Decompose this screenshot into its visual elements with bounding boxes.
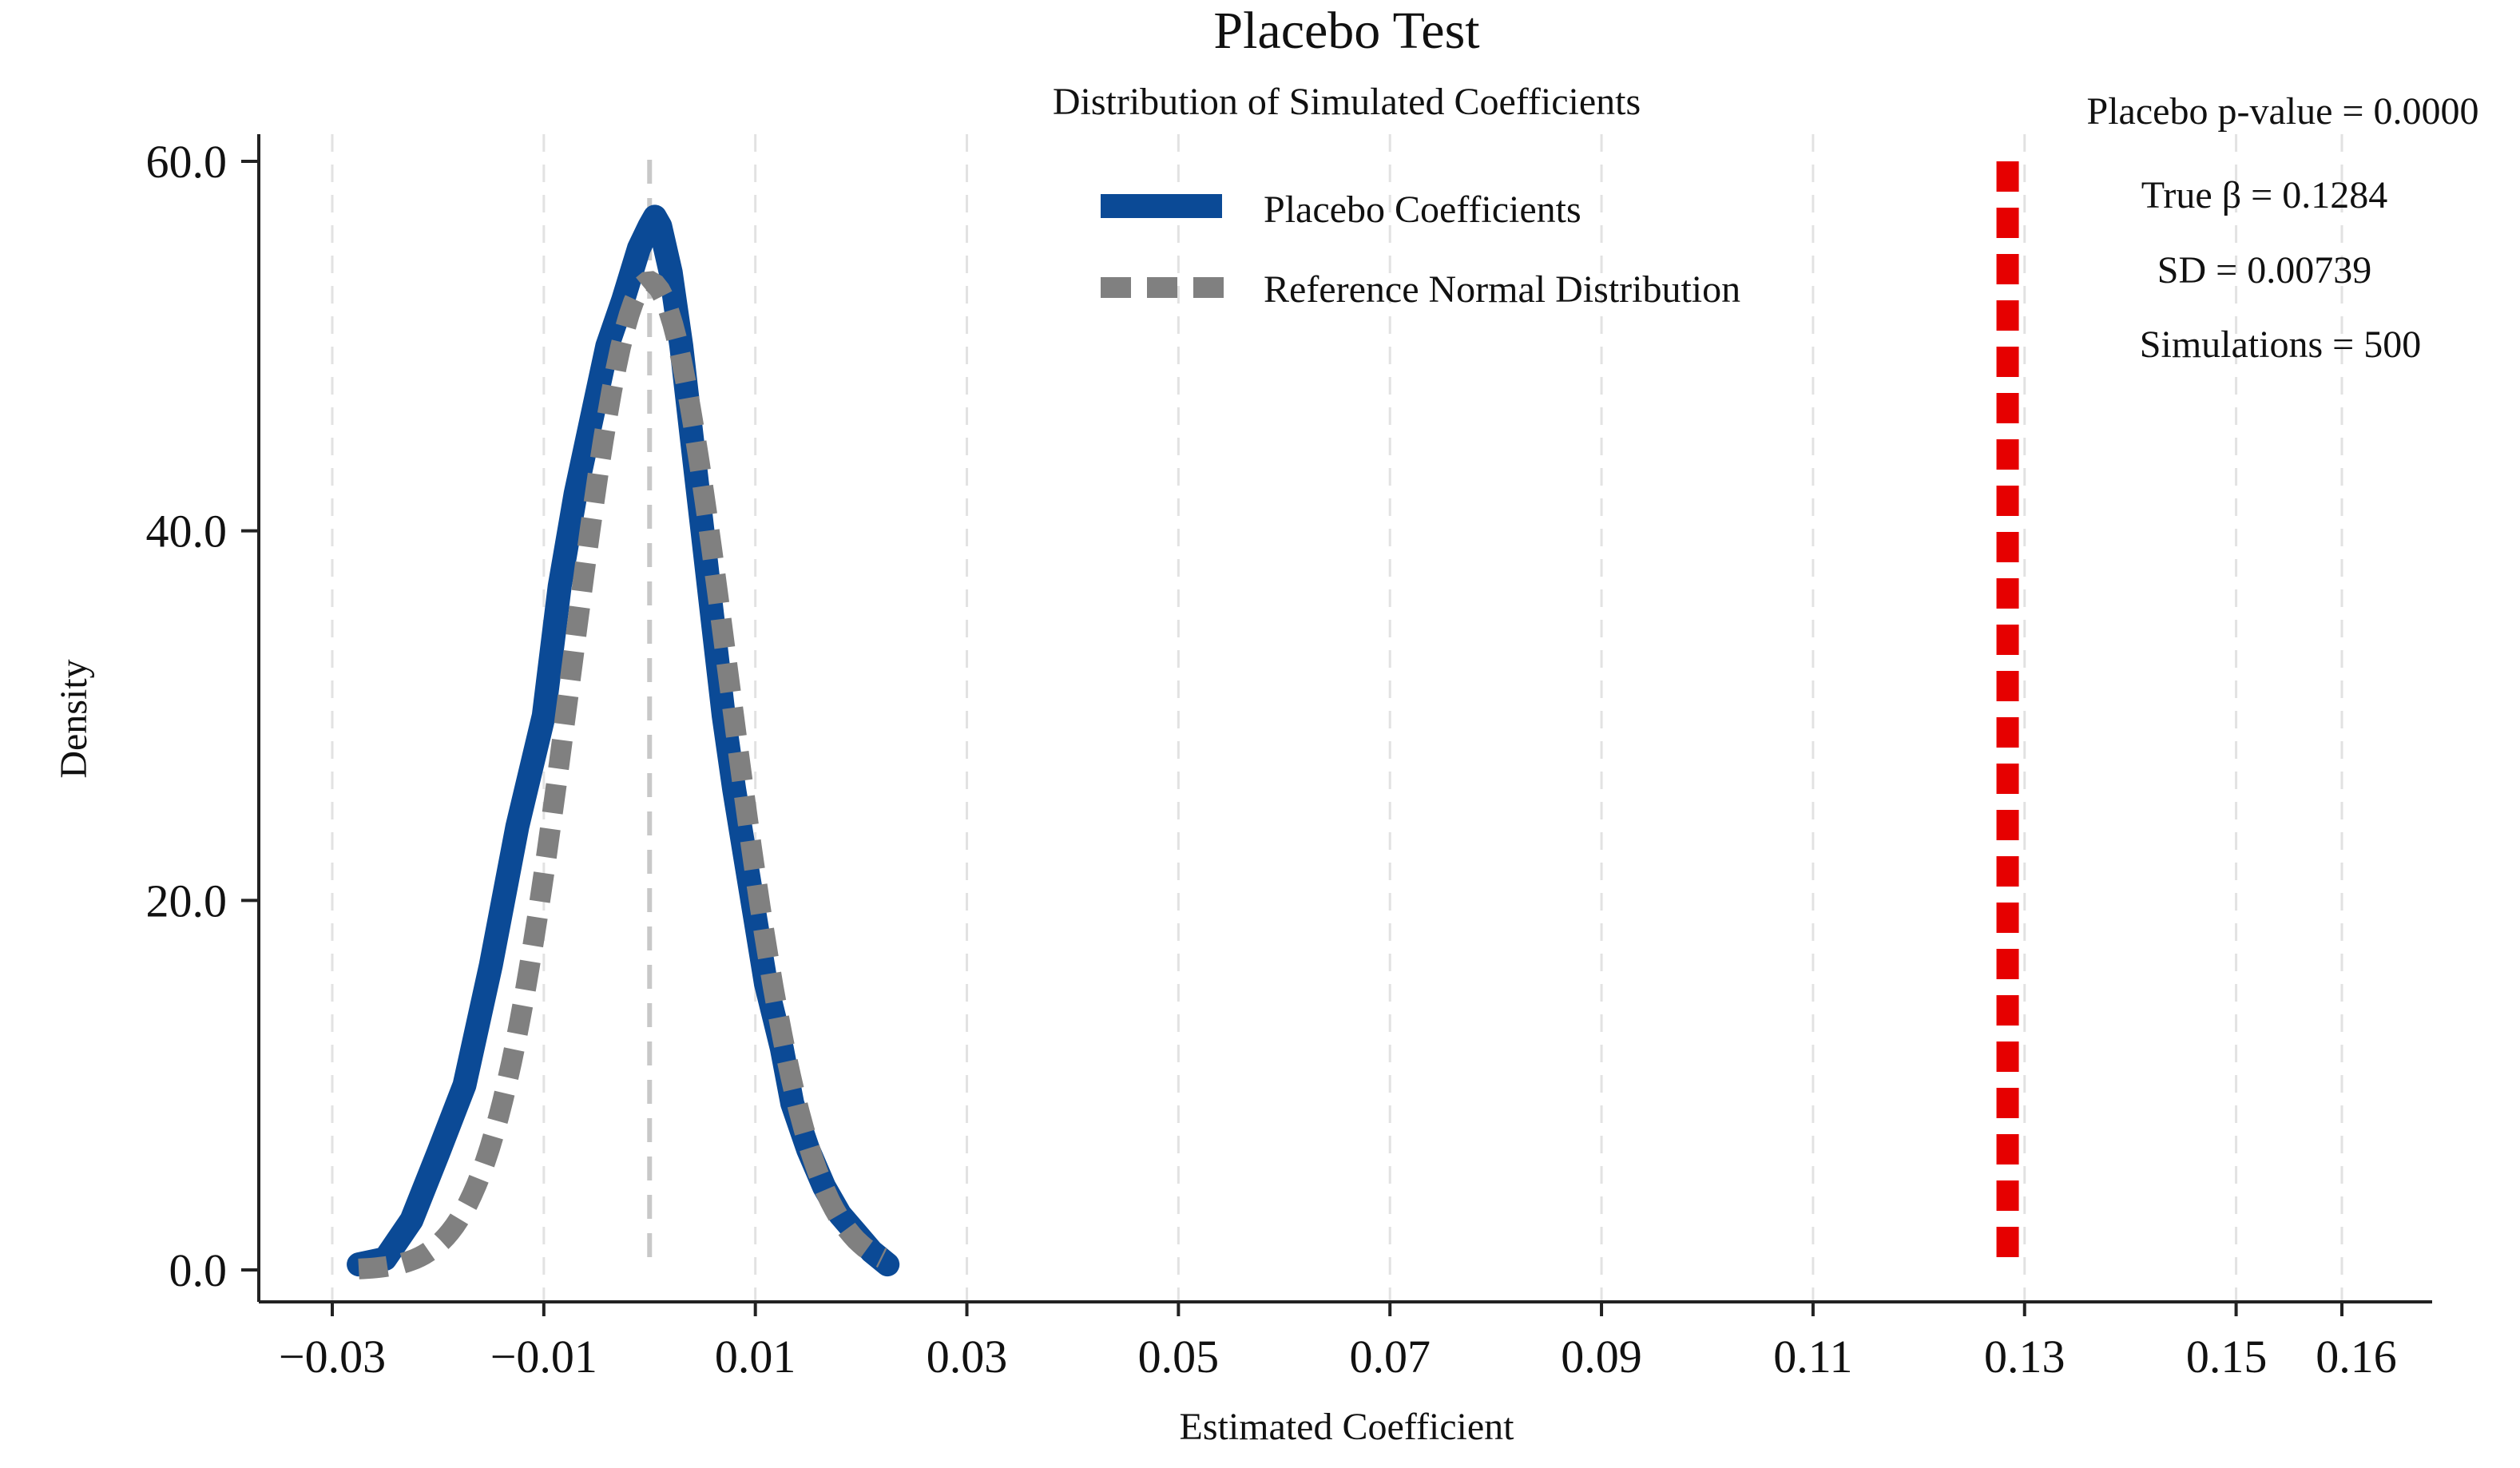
- gridlines: [331, 134, 2343, 1302]
- annotation-p-value: Placebo p-value = 0.0000: [2087, 90, 2479, 133]
- x-tick-label-1: −0.01: [490, 1331, 597, 1383]
- y-axis-title: Density: [53, 659, 95, 778]
- x-tick-label-3: 0.03: [927, 1331, 1008, 1383]
- annotation-simulations: Simulations = 500: [2140, 323, 2421, 366]
- annotation-box: Placebo p-value = 0.0000 True β = 0.1284…: [2087, 90, 2479, 366]
- annotation-sd: SD = 0.00739: [2157, 249, 2371, 292]
- x-tick-label-10: 0.16: [2316, 1331, 2397, 1383]
- reference-lines: [647, 160, 2019, 1270]
- legend-label-placebo: Placebo Coefficients: [1264, 188, 1581, 231]
- legend-label-normal: Reference Normal Distribution: [1264, 268, 1740, 311]
- y-axis-ticks: 0.0 20.0 40.0 60.0: [146, 136, 259, 1296]
- x-axis-title: Estimated Coefficient: [1180, 1406, 1515, 1448]
- series-lines: [347, 204, 900, 1280]
- x-tick-label-9: 0.15: [2186, 1331, 2268, 1383]
- y-tick-label-1: 20.0: [146, 875, 228, 926]
- y-tick-label-2: 40.0: [146, 506, 228, 557]
- annotation-true-beta: True β = 0.1284: [2141, 174, 2387, 216]
- y-tick-label-0: 0.0: [169, 1244, 228, 1296]
- x-tick-label-8: 0.13: [1984, 1331, 2066, 1383]
- x-tick-label-6: 0.09: [1561, 1331, 1642, 1383]
- x-tick-label-2: 0.01: [715, 1331, 796, 1383]
- x-axis-ticks: −0.03 −0.01 0.01 0.03 0.05 0.07 0.09 0.11 0.13 0.…: [279, 1302, 2397, 1383]
- legend: Placebo Coefficients Reference Normal Di…: [1101, 188, 1740, 311]
- series-line-reference-normal: [358, 271, 887, 1280]
- chart-subtitle: Distribution of Simulated Coefficients: [1053, 81, 1641, 123]
- x-tick-label-0: −0.03: [279, 1331, 386, 1383]
- chart-title: Placebo Test: [1213, 2, 1479, 60]
- x-tick-label-4: 0.05: [1138, 1331, 1220, 1383]
- x-tick-label-7: 0.11: [1773, 1331, 1852, 1383]
- x-tick-label-5: 0.07: [1349, 1331, 1431, 1383]
- y-tick-label-3: 60.0: [146, 136, 228, 188]
